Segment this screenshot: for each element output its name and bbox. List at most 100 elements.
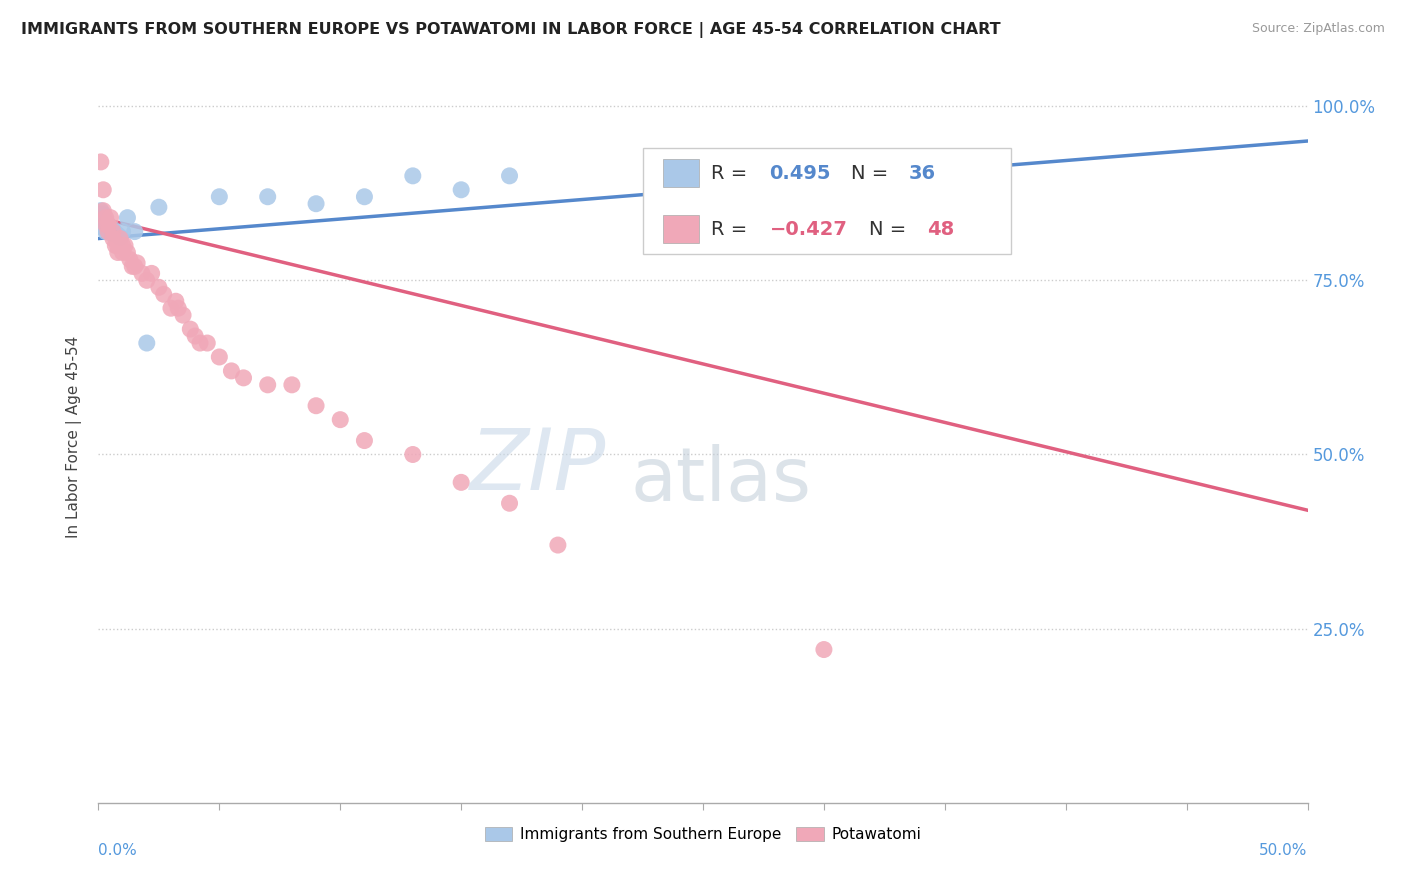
FancyBboxPatch shape (664, 159, 699, 187)
Text: N =: N = (869, 219, 912, 239)
Text: N =: N = (851, 163, 894, 183)
Point (97, 218, 120, 232)
Point (188, 336, 211, 351)
Point (94, 218, 117, 232)
Point (195, 336, 218, 351)
Point (402, 169, 425, 183)
Point (90, 207, 112, 221)
Point (111, 238, 134, 252)
Point (97, 225, 120, 239)
Point (179, 322, 201, 336)
Point (256, 190, 278, 204)
FancyBboxPatch shape (643, 148, 1011, 254)
Point (353, 434, 375, 448)
Point (97, 225, 120, 239)
Point (94, 214, 117, 228)
Point (256, 377, 278, 392)
Point (148, 280, 170, 294)
Point (94, 225, 117, 239)
Point (498, 169, 520, 183)
Point (91, 183, 114, 197)
Legend: Immigrants from Southern Europe, Potawatomi: Immigrants from Southern Europe, Potawat… (477, 820, 929, 850)
Point (172, 308, 194, 322)
Point (131, 266, 153, 280)
Point (107, 245, 129, 260)
Text: −0.427: −0.427 (769, 219, 848, 239)
Text: 0.495: 0.495 (769, 163, 831, 183)
Point (101, 231, 124, 245)
Point (100, 211, 122, 225)
Point (111, 245, 134, 260)
Point (165, 294, 187, 309)
Point (90, 214, 112, 228)
Point (118, 252, 141, 267)
Point (91, 221, 114, 235)
Text: R =: R = (711, 219, 754, 239)
Point (148, 200, 170, 214)
Point (160, 301, 183, 316)
Point (547, 538, 569, 552)
Point (104, 238, 127, 252)
Point (107, 238, 129, 252)
Text: atlas: atlas (630, 444, 811, 517)
Text: 0.0%: 0.0% (98, 843, 138, 858)
Point (450, 475, 472, 490)
Point (111, 225, 134, 239)
Y-axis label: In Labor Force | Age 45-54: In Labor Force | Age 45-54 (66, 336, 83, 538)
Point (97, 218, 120, 232)
Point (90, 155, 112, 169)
Point (498, 496, 520, 510)
Point (101, 225, 124, 239)
Point (135, 273, 157, 287)
Point (90, 203, 112, 218)
Text: R =: R = (711, 163, 754, 183)
Point (124, 225, 146, 239)
Point (117, 245, 139, 260)
Point (104, 226, 127, 240)
Point (108, 231, 131, 245)
Point (329, 412, 352, 426)
Point (91, 203, 114, 218)
Point (94, 221, 117, 235)
Point (117, 211, 139, 225)
Point (94, 211, 117, 225)
Point (305, 196, 328, 211)
Point (91, 218, 114, 232)
Text: IMMIGRANTS FROM SOUTHERN EUROPE VS POTAWATOMI IN LABOR FORCE | AGE 45-54 CORRELA: IMMIGRANTS FROM SOUTHERN EUROPE VS POTAW… (21, 22, 1001, 38)
Point (91, 211, 114, 225)
Text: 50.0%: 50.0% (1260, 843, 1308, 858)
Point (208, 190, 231, 204)
Point (100, 226, 122, 240)
Point (114, 238, 136, 252)
Point (353, 190, 375, 204)
Point (100, 223, 122, 237)
Point (127, 256, 149, 270)
Point (135, 336, 157, 351)
Point (101, 222, 124, 236)
Point (91, 214, 114, 228)
Point (121, 260, 143, 274)
FancyBboxPatch shape (664, 216, 699, 244)
Point (124, 260, 146, 274)
Point (184, 329, 207, 343)
Point (167, 301, 190, 316)
Point (141, 266, 163, 280)
Text: 48: 48 (927, 219, 953, 239)
Point (90, 211, 112, 225)
Point (94, 218, 117, 232)
Point (97, 221, 120, 235)
Text: ZIP: ZIP (470, 425, 606, 508)
Text: Source: ZipAtlas.com: Source: ZipAtlas.com (1251, 22, 1385, 36)
Point (108, 230, 131, 244)
Text: 36: 36 (908, 163, 935, 183)
Point (305, 399, 328, 413)
Point (90, 218, 112, 232)
Point (281, 377, 304, 392)
Point (813, 642, 835, 657)
Point (152, 287, 174, 301)
Point (402, 448, 425, 462)
Point (208, 350, 231, 364)
Point (450, 183, 472, 197)
Point (221, 364, 243, 378)
Point (101, 225, 124, 239)
